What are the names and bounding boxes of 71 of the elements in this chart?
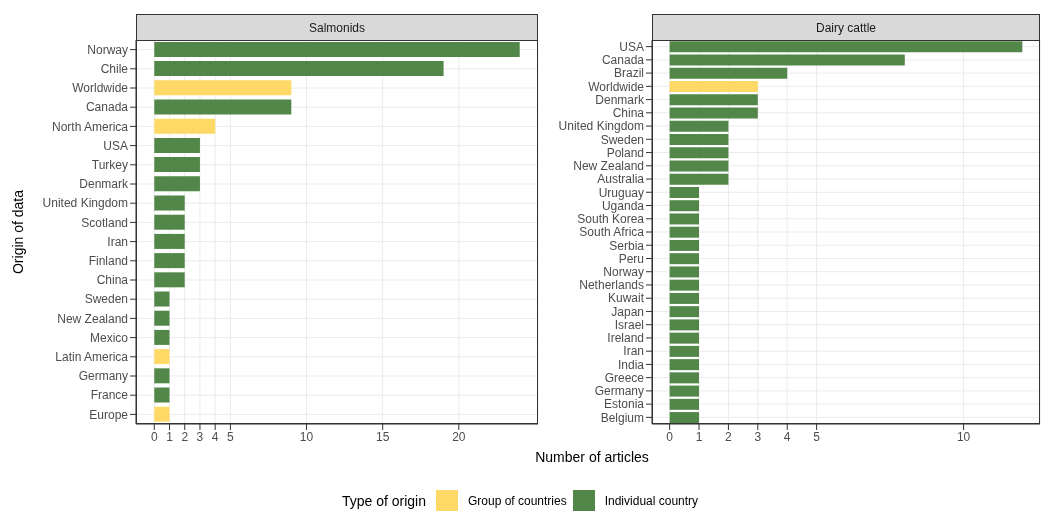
y-tick-label: Iran xyxy=(107,234,128,249)
x-tick-label: 20 xyxy=(452,429,466,444)
x-tick-label: 3 xyxy=(196,429,204,444)
y-tick-label: USA xyxy=(619,39,644,54)
y-tick-label: Worldwide xyxy=(72,81,129,96)
y-tick-label: Denmark xyxy=(79,177,129,192)
y-tick-label: New Zealand xyxy=(57,311,128,326)
y-tick-label: Estonia xyxy=(603,397,645,412)
x-tick-label: 2 xyxy=(725,429,733,444)
y-tick-label: Poland xyxy=(606,145,644,160)
y-tick-label: Norway xyxy=(603,264,644,279)
y-tick-label: North America xyxy=(51,119,129,134)
y-axis-title: Origin of data xyxy=(10,189,26,275)
y-tick-label: Kuwait xyxy=(607,291,645,306)
y-tick-label: Mexico xyxy=(89,330,129,345)
y-tick-label: Netherlands xyxy=(579,278,644,293)
y-tick-label: United Kingdom xyxy=(42,196,128,211)
y-tick-label: Ireland xyxy=(607,331,644,346)
y-tick-label: China xyxy=(96,273,129,288)
y-tick-label: New Zealand xyxy=(573,159,644,174)
y-tick-label: India xyxy=(617,357,645,372)
y-tick-label: Latin America xyxy=(55,350,129,365)
y-tick-label: Greece xyxy=(604,370,645,385)
y-tick-label: Worldwide xyxy=(588,79,645,94)
legend-label: Individual country xyxy=(604,494,699,508)
y-tick-label: Canada xyxy=(601,53,645,68)
y-tick-label: China xyxy=(612,106,645,121)
y-tick-label: Chile xyxy=(100,62,129,77)
legend-label: Group of countries xyxy=(467,494,567,508)
x-tick-label: 0 xyxy=(666,429,674,444)
y-tick-label: Finland xyxy=(88,254,128,269)
x-tick-label: 10 xyxy=(956,429,971,444)
y-tick-label: Iran xyxy=(623,344,644,359)
y-tick-label: Denmark xyxy=(595,92,645,107)
x-axis-title: Number of articles xyxy=(535,449,649,465)
x-tick-label: 4 xyxy=(783,429,791,444)
x-tick-label: 3 xyxy=(754,429,762,444)
x-tick-label: 5 xyxy=(813,429,821,444)
chart-title: Salmonids xyxy=(136,14,538,40)
y-tick-label: United Kingdom xyxy=(558,119,644,134)
y-tick-label: Peru xyxy=(618,251,644,266)
y-tick-label: Turkey xyxy=(91,158,128,173)
y-tick-label: Germany xyxy=(594,384,644,399)
y-tick-label: Sweden xyxy=(84,292,128,307)
y-tick-label: USA xyxy=(103,138,128,153)
y-tick-label: Uruguay xyxy=(598,185,644,200)
y-tick-label: Canada xyxy=(85,100,129,115)
x-tick-label: 15 xyxy=(376,429,390,444)
y-tick-label: Belgium xyxy=(600,410,644,425)
y-tick-label: Scotland xyxy=(81,215,128,230)
y-tick-label: Germany xyxy=(78,369,128,384)
y-tick-label: France xyxy=(90,388,129,403)
y-tick-label: South Africa xyxy=(579,225,645,240)
legend-title: Type of origin xyxy=(341,493,426,509)
y-tick-label: Norway xyxy=(87,42,128,57)
y-tick-label: Serbia xyxy=(609,238,645,253)
chart-title: Dairy cattle xyxy=(652,14,1040,40)
y-tick-label: Australia xyxy=(597,172,645,187)
y-tick-label: Japan xyxy=(611,304,644,319)
y-tick-label: South Korea xyxy=(577,212,645,227)
x-tick-label: 4 xyxy=(211,429,219,444)
x-tick-label: 1 xyxy=(695,429,703,444)
y-tick-label: Sweden xyxy=(600,132,644,147)
x-tick-label: 5 xyxy=(227,429,235,444)
y-tick-label: Brazil xyxy=(613,66,644,81)
x-tick-label: 1 xyxy=(166,429,174,444)
y-tick-label: Europe xyxy=(89,407,129,422)
x-tick-label: 0 xyxy=(150,429,158,444)
x-tick-label: 10 xyxy=(299,429,314,444)
y-tick-label: Israel xyxy=(614,317,644,332)
x-tick-label: 2 xyxy=(181,429,189,444)
